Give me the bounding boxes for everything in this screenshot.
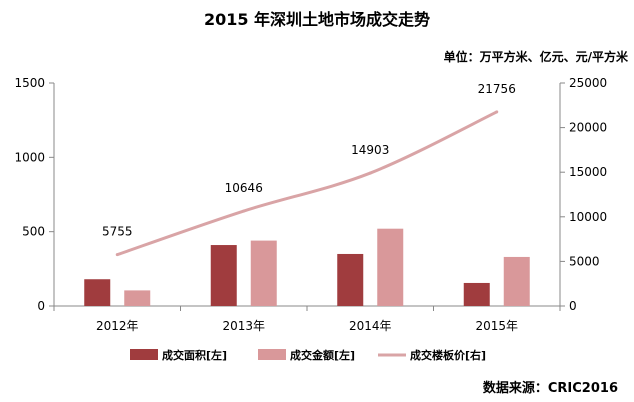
legend-swatch — [130, 349, 158, 360]
right-tick-label: 25000 — [569, 76, 607, 90]
legend-label: 成交面积[左] — [162, 348, 227, 362]
bar-amount — [377, 228, 404, 306]
left-tick-label: 1500 — [14, 76, 45, 90]
bar-amount — [250, 240, 277, 306]
bar-area — [337, 253, 364, 306]
data-label: 14903 — [351, 143, 389, 157]
left-tick-label: 500 — [22, 225, 45, 239]
legend-label: 成交金额[左] — [290, 348, 355, 362]
right-tick-label: 10000 — [569, 210, 607, 224]
x-tick-label: 2015年 — [475, 319, 518, 333]
legend-label: 成交楼板价[右] — [410, 348, 486, 362]
left-tick-label: 0 — [37, 299, 45, 313]
bar-amount — [124, 290, 151, 306]
data-label: 10646 — [225, 181, 263, 195]
right-tick-label: 5000 — [569, 254, 600, 268]
bar-area — [210, 245, 237, 306]
left-tick-label: 1000 — [14, 150, 45, 164]
right-tick-label: 0 — [569, 299, 577, 313]
source-note: 数据来源：CRIC2016 — [482, 381, 618, 396]
x-tick-label: 2014年 — [349, 319, 392, 333]
x-tick-label: 2012年 — [96, 319, 139, 333]
line-price — [116, 110, 498, 257]
bar-area — [84, 279, 111, 306]
right-tick-label: 20000 — [569, 121, 607, 135]
bar-area — [463, 282, 490, 306]
x-tick-label: 2013年 — [222, 319, 265, 333]
legend-swatch — [258, 349, 286, 360]
data-label: 5755 — [102, 225, 133, 239]
right-tick-label: 15000 — [569, 165, 607, 179]
chart-title: 2015 年深圳土地市场成交走势 — [203, 10, 431, 29]
line-point — [115, 253, 119, 257]
line-point — [495, 110, 499, 114]
line-point — [368, 171, 372, 175]
line-point — [242, 209, 246, 213]
unit-note: 单位：万平方米、亿元、元/平方米 — [443, 50, 628, 64]
bar-amount — [503, 256, 530, 306]
data-label: 21756 — [478, 82, 516, 96]
